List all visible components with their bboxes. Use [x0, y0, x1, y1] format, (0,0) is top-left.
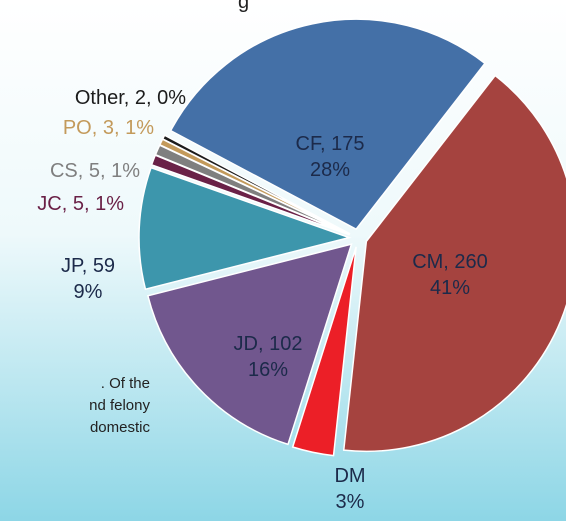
data-label: Other, 2, 0% [75, 87, 186, 109]
data-label: CF, 175 [296, 133, 365, 155]
data-label: CS, 5, 1% [50, 160, 140, 182]
data-label: CM, 260 [412, 251, 488, 273]
data-label: 28% [310, 159, 350, 181]
pie-slice [169, 18, 486, 231]
text-fragment: domestic [90, 419, 151, 436]
data-label: JC, 5, 1% [37, 193, 124, 215]
data-label: 3% [336, 491, 365, 513]
pie-slice [146, 243, 353, 446]
data-label: JP, 59 [61, 255, 115, 277]
data-label: 16% [248, 359, 288, 381]
pie-slice [161, 134, 351, 235]
text-fragment: g [238, 0, 249, 13]
data-label: JD, 102 [234, 333, 303, 355]
data-label: 9% [74, 281, 103, 303]
data-label: 41% [430, 277, 470, 299]
text-fragment: nd felony [89, 397, 150, 414]
pie-slice [291, 246, 357, 457]
text-fragment: . Of the [101, 375, 150, 392]
data-label: PO, 3, 1% [63, 117, 154, 139]
pie-slice [342, 74, 566, 453]
data-label: DM [334, 465, 365, 487]
pie-slice [138, 166, 352, 291]
